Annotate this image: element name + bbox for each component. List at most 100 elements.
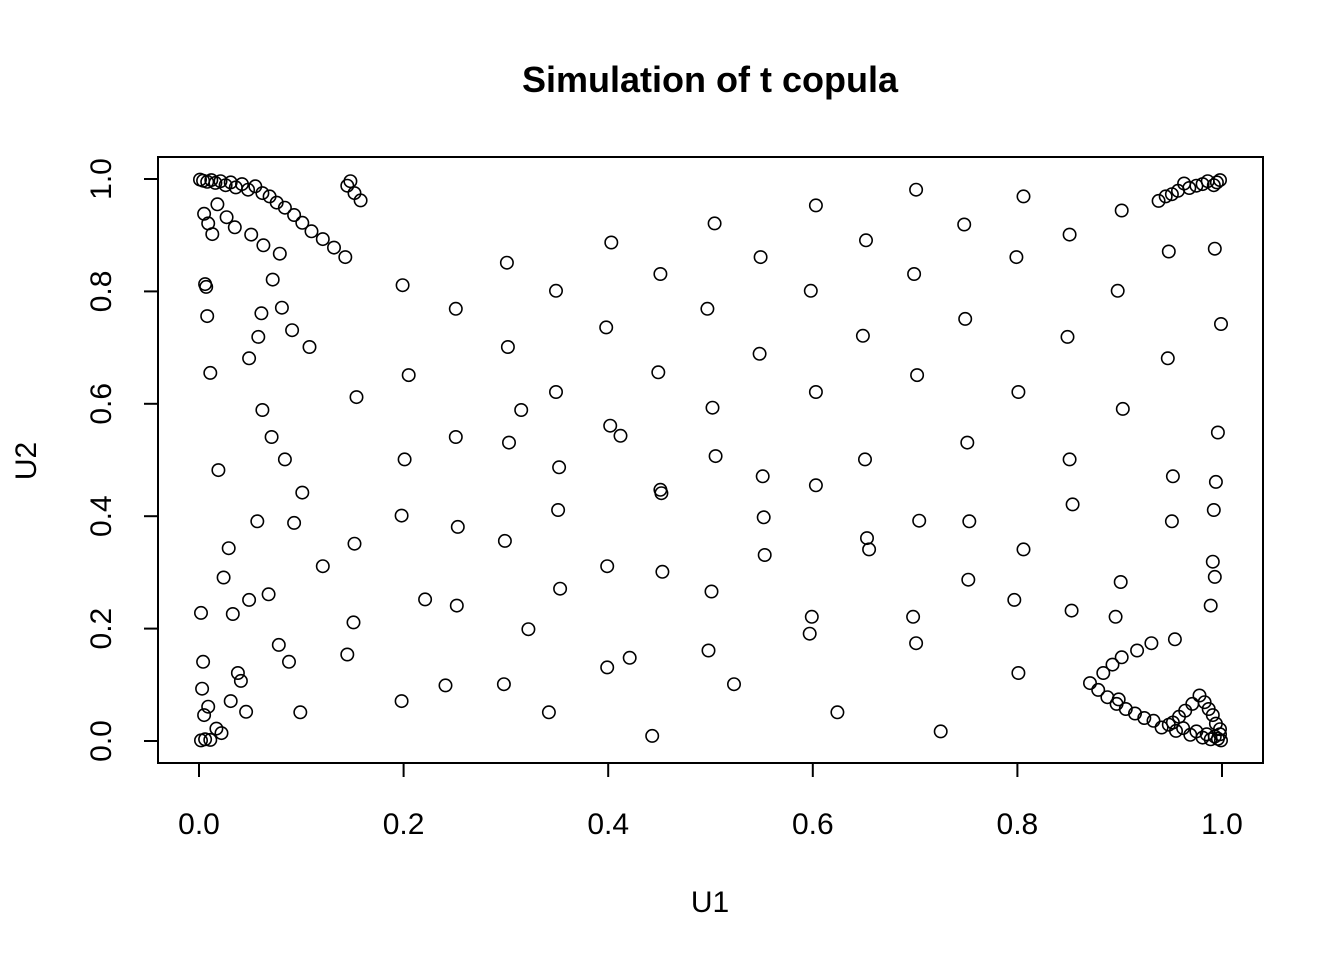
data-point [1158,189,1173,204]
y-axis: 0.0 0.2 0.4 0.6 0.8 1.0 [85,158,159,762]
data-point [223,175,238,190]
data-point [198,732,213,747]
data-point [353,193,368,208]
data-point [655,564,670,579]
data-point [757,547,772,562]
data-point [261,587,276,602]
data-point [1210,425,1225,440]
data-point [401,368,416,383]
data-point [1128,706,1143,721]
data-point [705,400,720,415]
data-point [1060,329,1075,344]
data-point [287,515,302,530]
data-point [1161,244,1176,259]
data-point [622,650,637,665]
y-tick-label: 0.0 [85,720,118,762]
data-point [497,533,512,548]
data-point [808,198,823,213]
data-point [304,224,319,239]
data-point [960,435,975,450]
data-point [250,514,265,529]
data-point [651,365,666,380]
y-tick-label: 0.8 [85,271,118,313]
data-point [552,460,567,475]
data-point [450,519,465,534]
x-tick-label: 0.8 [997,808,1039,841]
data-point [541,705,556,720]
data-point [857,452,872,467]
data-point [256,238,271,253]
x-axis-label: U1 [691,886,729,919]
data-point [548,283,563,298]
data-point [1144,636,1159,651]
data-point [315,232,330,247]
data-point [197,708,212,723]
data-point [804,609,819,624]
data-point [197,206,212,221]
data-point [1114,203,1129,218]
data-point [1164,187,1179,202]
data-point [1195,177,1210,192]
x-axis: 0.0 0.2 0.4 0.6 0.8 1.0 [178,762,1243,841]
data-point [496,677,511,692]
data-point [340,647,355,662]
data-point [645,728,660,743]
data-point [346,615,361,630]
y-tick-label: 0.4 [85,495,118,537]
data-point [338,250,353,265]
data-point [700,301,715,316]
data-point [230,665,245,680]
data-point [281,654,296,669]
data-point [613,428,628,443]
data-point [242,351,257,366]
data-point [223,694,238,709]
data-point [1165,715,1180,730]
data-point [302,339,317,354]
data-point [862,542,877,557]
data-point [241,182,256,197]
data-point [293,705,308,720]
data-point [209,721,224,736]
data-point [906,609,921,624]
data-point [340,178,355,193]
data-point [1207,241,1222,256]
data-point [219,210,234,225]
data-point [501,435,516,450]
data-point [244,227,259,242]
data-point [553,581,568,596]
data-point [599,320,614,335]
data-point [912,513,927,528]
data-point [1167,632,1182,647]
data-point [210,197,225,212]
data-point [201,699,216,714]
data-point [216,570,231,585]
data-point [1160,351,1175,366]
data-point [1110,283,1125,298]
data-point [802,626,817,641]
data-point [755,469,770,484]
data-point [957,217,972,232]
data-point [397,452,412,467]
data-point [548,384,563,399]
data-point [1201,701,1216,716]
data-point [933,724,948,739]
data-point [1208,474,1223,489]
data-point [521,622,536,637]
x-tick-label: 0.6 [792,808,834,841]
data-point [295,485,310,500]
data-point [1111,692,1126,707]
data-point [653,266,668,281]
data-point [448,301,463,316]
x-tick-label: 0.2 [383,808,425,841]
data-point [707,216,722,231]
data-point [961,572,976,587]
data-point [448,429,463,444]
data-point [1065,497,1080,512]
data-point [499,255,514,270]
data-point [274,300,289,315]
data-point [265,272,280,287]
data-point [1062,227,1077,242]
data-point [326,240,341,255]
data-point [600,559,615,574]
data-point [855,328,870,343]
